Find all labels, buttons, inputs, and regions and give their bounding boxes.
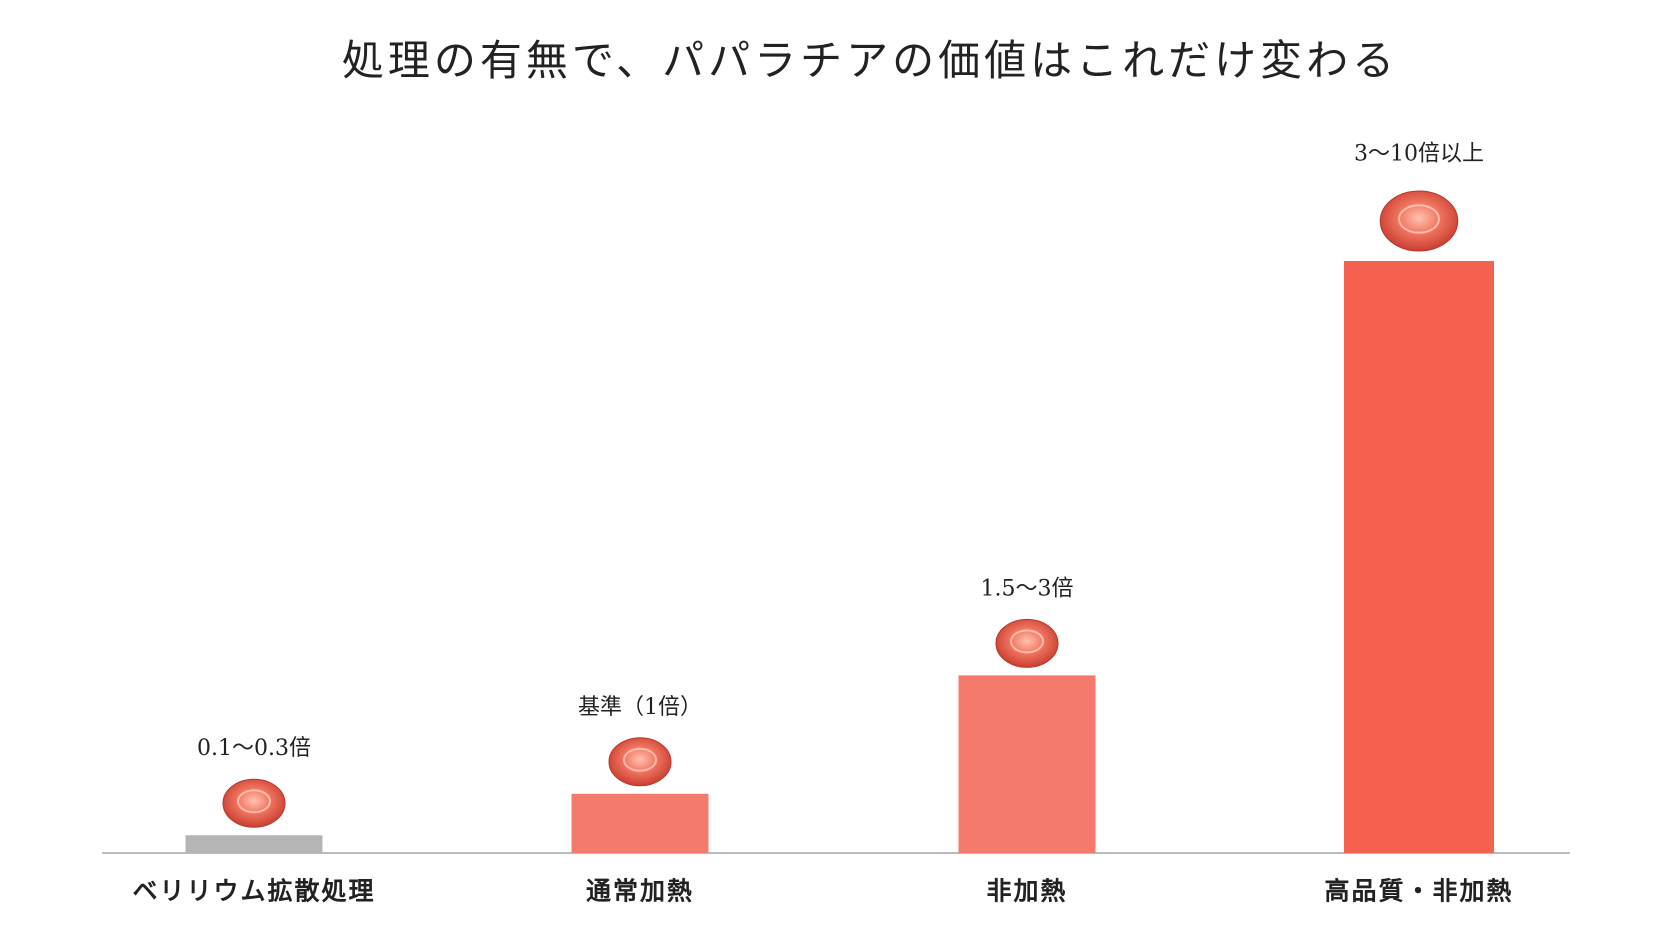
chart-title: 処理の有無で、パパラチアの価値はこれだけ変わる bbox=[342, 36, 1398, 85]
value-label: 3〜10倍以上 bbox=[1354, 142, 1484, 167]
value-label: 1.5〜3倍 bbox=[981, 576, 1074, 601]
bar bbox=[185, 835, 323, 853]
x-tick-label: 高品質・非加熱 bbox=[1324, 877, 1513, 906]
gem-highlight bbox=[237, 789, 271, 814]
gem-icon bbox=[608, 737, 672, 787]
bar bbox=[1344, 261, 1494, 853]
x-tick-label: 非加熱 bbox=[986, 877, 1067, 906]
value-label: 基準（1倍） bbox=[578, 695, 702, 720]
x-tick-label: ベリリウム拡散処理 bbox=[132, 877, 375, 906]
value-label: 0.1〜0.3倍 bbox=[197, 736, 311, 761]
bar bbox=[571, 793, 709, 853]
gem-highlight bbox=[1010, 629, 1044, 654]
gem-icon bbox=[995, 618, 1059, 668]
x-tick-label: 通常加熱 bbox=[586, 877, 694, 906]
bar bbox=[958, 675, 1096, 853]
gem-highlight bbox=[1398, 204, 1440, 234]
gem-icon bbox=[1379, 190, 1459, 252]
gem-highlight bbox=[623, 747, 657, 772]
gem-icon bbox=[222, 778, 286, 828]
